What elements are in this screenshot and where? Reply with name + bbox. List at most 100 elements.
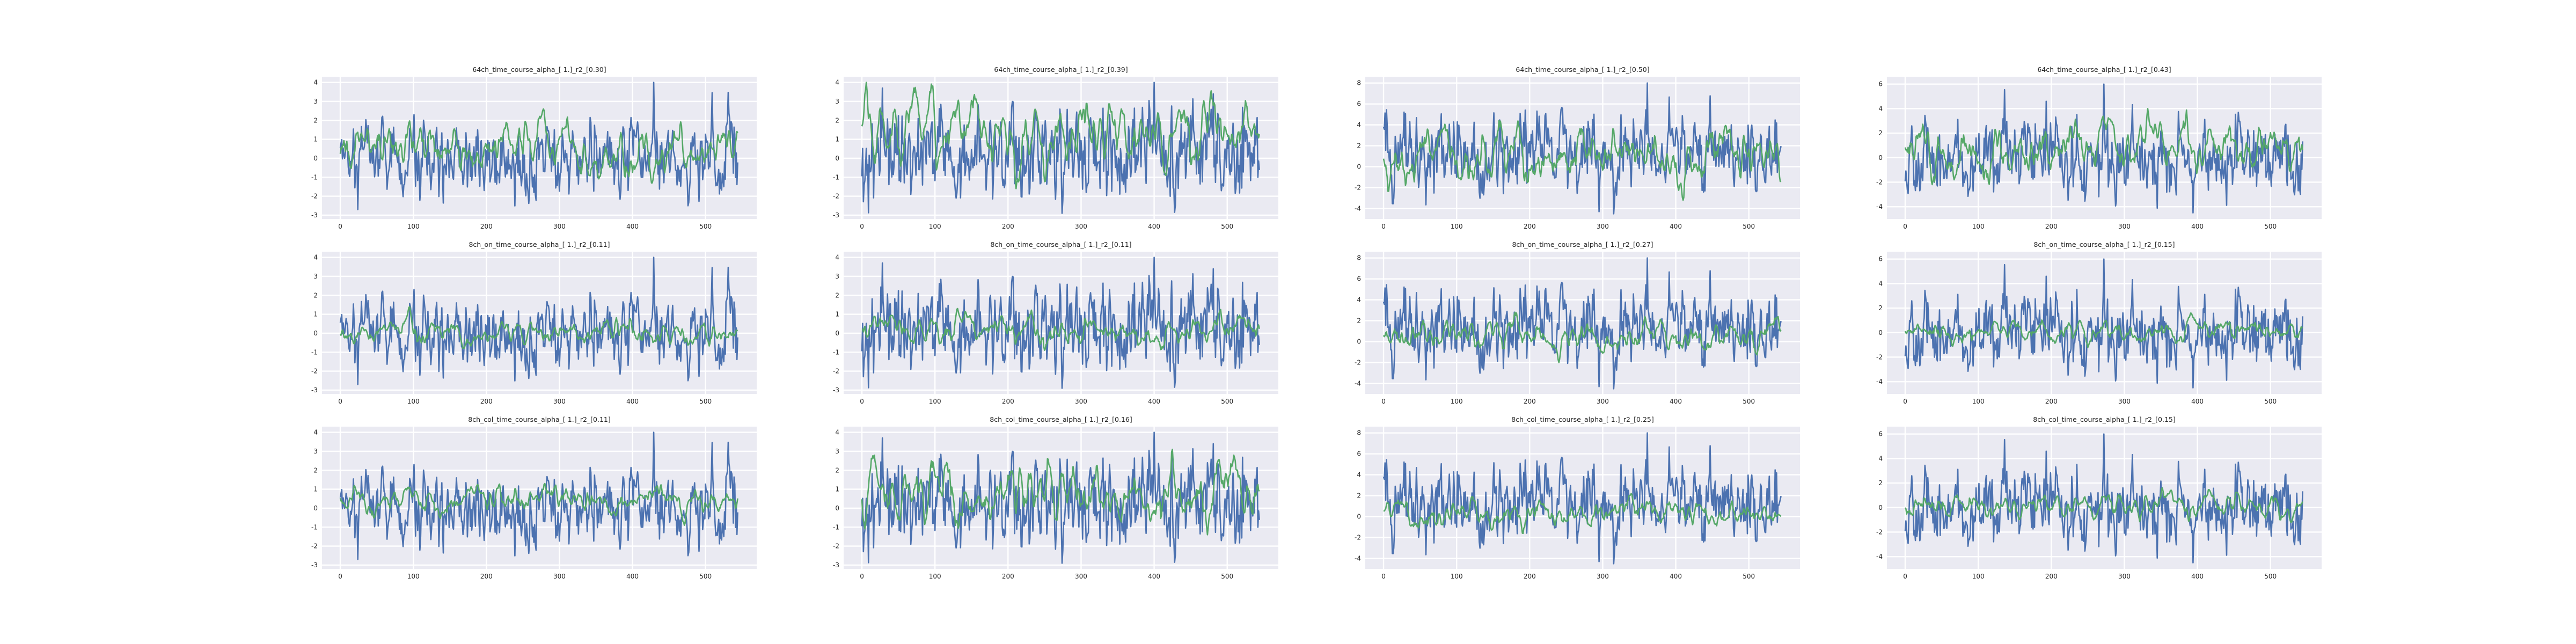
- x-tick-label: 200: [1524, 573, 1536, 580]
- y-tick-label: 2: [835, 291, 839, 299]
- x-tick-label: 200: [1524, 223, 1536, 230]
- subplot-panel: 0 100 200 300 400 500 -4 -2 0 2 4 6 8 8ch_on_time_cou…: [1355, 240, 1800, 405]
- panel-title: 8ch_on_time_course_alpha_[ 1.]_r2_[0.11]: [469, 240, 610, 248]
- y-tick-label: 6: [1878, 255, 1883, 263]
- y-tick-label: -4: [1876, 203, 1883, 210]
- y-tick-label: -2: [311, 543, 318, 550]
- x-tick-label: 400: [2191, 223, 2204, 230]
- x-tick-label: 300: [1075, 398, 1087, 405]
- x-tick-label: 100: [929, 398, 941, 405]
- y-tick-label: -2: [833, 543, 839, 550]
- y-tick-label: -1: [311, 523, 318, 531]
- panel-title: 64ch_time_course_alpha_[ 1.]_r2_[0.30]: [472, 65, 606, 74]
- x-tick-label: 100: [1451, 398, 1463, 405]
- x-tick-label: 0: [1903, 398, 1907, 405]
- x-tick-label: 500: [699, 398, 712, 405]
- y-tick-label: 2: [835, 116, 839, 124]
- x-tick-label: 0: [1381, 398, 1386, 405]
- y-tick-label: 0: [1357, 513, 1361, 521]
- y-tick-label: 0: [835, 155, 839, 162]
- x-tick-label: 0: [1381, 223, 1386, 230]
- y-tick-label: -2: [311, 368, 318, 375]
- x-tick-label: 200: [1002, 573, 1014, 580]
- x-tick-label: 300: [1597, 573, 1609, 580]
- series-line-b: [339, 482, 738, 526]
- y-tick-label: -2: [1355, 534, 1361, 541]
- panel-title: 64ch_time_course_alpha_[ 1.]_r2_[0.39]: [994, 65, 1128, 74]
- x-tick-label: 0: [338, 223, 342, 230]
- y-tick-label: 2: [1357, 142, 1361, 150]
- panel-title: 8ch_col_time_course_alpha_[ 1.]_r2_[0.11…: [468, 415, 611, 423]
- y-tick-label: -4: [1876, 378, 1883, 385]
- x-tick-label: 300: [1597, 398, 1609, 405]
- panel-title: 8ch_col_time_course_alpha_[ 1.]_r2_[0.15…: [2033, 415, 2176, 423]
- y-tick-label: -2: [311, 193, 318, 200]
- x-tick-label: 300: [2118, 223, 2131, 230]
- y-tick-label: 0: [313, 504, 318, 512]
- series-line-b: [1904, 487, 2303, 523]
- x-tick-label: 500: [1221, 573, 1233, 580]
- x-tick-label: 400: [626, 573, 639, 580]
- series-line-a: [1382, 432, 1782, 565]
- y-tick-label: 0: [1878, 329, 1883, 336]
- y-tick-label: 3: [313, 448, 318, 455]
- subplot-panel: 0 100 200 300 400 500 -4 -2 0 2 4 6 8 8ch_col_time_co…: [1355, 415, 1800, 580]
- y-tick-label: 4: [1878, 105, 1883, 112]
- x-tick-label: 0: [338, 398, 342, 405]
- x-tick-label: 500: [699, 223, 712, 230]
- x-tick-label: 400: [1670, 573, 1682, 580]
- y-tick-label: 4: [1357, 471, 1361, 479]
- x-tick-label: 0: [860, 223, 864, 230]
- x-tick-label: 300: [553, 573, 566, 580]
- y-tick-label: 1: [313, 486, 318, 493]
- y-tick-label: 4: [313, 254, 318, 261]
- x-tick-label: 100: [407, 573, 420, 580]
- x-tick-label: 400: [1148, 223, 1160, 230]
- series-line-b: [861, 308, 1260, 351]
- y-tick-label: -4: [1355, 380, 1361, 387]
- y-tick-label: 4: [1357, 296, 1361, 304]
- panel-title: 8ch_col_time_course_alpha_[ 1.]_r2_[0.25…: [1511, 415, 1654, 423]
- panel-title: 8ch_on_time_course_alpha_[ 1.]_r2_[0.15]: [2033, 240, 2175, 248]
- x-tick-label: 300: [553, 398, 566, 405]
- x-tick-label: 500: [1221, 398, 1233, 405]
- y-tick-label: 3: [835, 98, 839, 105]
- y-tick-label: 4: [313, 429, 318, 436]
- panel-title: 8ch_col_time_course_alpha_[ 1.]_r2_[0.16…: [990, 415, 1132, 423]
- y-tick-label: -2: [833, 368, 839, 375]
- x-tick-label: 500: [2264, 398, 2277, 405]
- x-tick-label: 400: [1670, 398, 1682, 405]
- y-tick-label: -2: [1355, 359, 1361, 367]
- x-tick-label: 0: [1903, 573, 1907, 580]
- x-tick-label: 300: [553, 223, 566, 230]
- subplot-panel: 0 100 200 300 400 500 -3 -2 -1 0 1 2 3 4 8ch_col_time_…: [833, 415, 1278, 580]
- x-tick-label: 300: [2118, 398, 2131, 405]
- y-tick-label: 6: [1357, 450, 1361, 458]
- y-tick-label: 2: [1357, 317, 1361, 325]
- x-tick-label: 100: [407, 223, 420, 230]
- y-tick-label: 2: [313, 466, 318, 474]
- x-tick-label: 300: [1075, 573, 1087, 580]
- y-tick-label: 1: [835, 311, 839, 318]
- y-tick-label: -3: [833, 561, 839, 569]
- series-line-a: [861, 431, 1260, 564]
- y-tick-label: -4: [1355, 205, 1361, 213]
- panel-title: 8ch_on_time_course_alpha_[ 1.]_r2_[0.11]: [990, 240, 1131, 248]
- y-tick-label: -1: [833, 348, 839, 356]
- x-tick-label: 400: [1670, 223, 1682, 230]
- x-tick-label: 0: [1903, 223, 1907, 230]
- x-tick-label: 400: [1148, 573, 1160, 580]
- y-tick-label: 0: [1878, 504, 1883, 511]
- y-tick-label: -3: [833, 211, 839, 219]
- series-line-b: [1382, 120, 1782, 201]
- x-tick-label: 200: [2045, 398, 2058, 405]
- series-line-a: [861, 257, 1260, 389]
- y-tick-label: 2: [313, 291, 318, 299]
- series-line-a: [1904, 258, 2303, 389]
- subplot-panel: 0 100 200 300 400 500 -4 -2 0 2 4 6 64ch_time_course…: [1876, 65, 2322, 230]
- y-tick-label: 6: [1357, 275, 1361, 283]
- x-tick-label: 300: [2118, 573, 2131, 580]
- x-tick-label: 500: [1743, 398, 1755, 405]
- y-tick-label: -3: [311, 386, 318, 394]
- series-line-b: [861, 82, 1260, 189]
